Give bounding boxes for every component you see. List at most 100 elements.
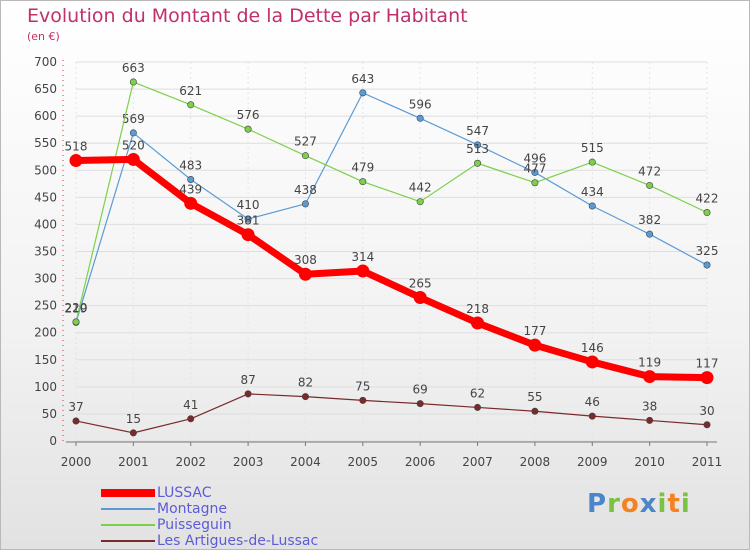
data-label: 439 (179, 182, 202, 196)
data-label: 381 (237, 214, 260, 228)
y-tick-label: 400 (34, 217, 57, 231)
series-line (75, 393, 708, 434)
data-point (356, 264, 370, 278)
data-point (700, 371, 714, 385)
data-point (244, 215, 252, 223)
data-label: 62 (470, 386, 485, 400)
y-tick-label: 600 (34, 109, 57, 123)
data-label: 576 (237, 108, 260, 122)
data-label: 596 (409, 97, 432, 111)
logo-letter: t (667, 489, 681, 519)
data-label: 219 (65, 301, 88, 315)
data-point (72, 318, 80, 326)
y-tick-label: 700 (34, 55, 57, 69)
data-point (585, 355, 599, 369)
data-label: 117 (696, 357, 719, 371)
data-label: 477 (523, 162, 546, 176)
data-label: 643 (351, 72, 374, 86)
data-point (187, 101, 195, 109)
data-point (474, 141, 482, 149)
data-label: 410 (237, 198, 260, 212)
data-label: 265 (409, 277, 432, 291)
legend-swatch (101, 540, 155, 542)
data-point (588, 158, 596, 166)
data-label: 46 (585, 395, 600, 409)
y-tick-label: 450 (34, 190, 57, 204)
data-label: 520 (122, 138, 145, 152)
data-point (531, 168, 539, 176)
x-tick-label: 2006 (405, 455, 436, 469)
data-label: 515 (581, 141, 604, 155)
data-point (69, 154, 83, 168)
data-label: 220 (65, 301, 88, 315)
data-label: 30 (699, 404, 714, 418)
data-label: 382 (638, 213, 661, 227)
y-tick-label: 550 (34, 136, 57, 150)
data-point (528, 338, 542, 352)
data-point (531, 407, 539, 415)
y-tick-label: 50 (42, 407, 57, 421)
data-point (703, 209, 711, 217)
y-tick-label: 0 (49, 434, 57, 448)
logo-letter: x (639, 489, 658, 519)
data-label: 41 (183, 398, 198, 412)
legend-item: Les Artigues-de-Lussac (101, 533, 318, 549)
data-point (72, 417, 80, 425)
data-label: 518 (65, 140, 88, 154)
legend-item: LUSSAC (101, 485, 318, 501)
x-tick-label: 2008 (520, 455, 551, 469)
data-point (646, 181, 654, 189)
data-label: 69 (413, 383, 428, 397)
y-tick-label: 250 (34, 299, 57, 313)
data-label: 87 (240, 373, 255, 387)
data-point (241, 228, 255, 242)
data-point (359, 89, 367, 97)
data-point (474, 403, 482, 411)
data-label: 663 (122, 61, 145, 75)
data-point (471, 316, 485, 330)
data-label: 75 (355, 379, 370, 393)
y-tick-label: 500 (34, 163, 57, 177)
x-tick-label: 2002 (175, 455, 206, 469)
data-point (646, 230, 654, 238)
data-point (187, 415, 195, 423)
data-point (359, 396, 367, 404)
x-tick-label: 2010 (634, 455, 665, 469)
data-label: 119 (638, 356, 661, 370)
data-point (301, 200, 309, 208)
legend-swatch (101, 524, 155, 526)
data-point (184, 196, 198, 210)
logo-letter: i (657, 489, 668, 519)
x-tick-label: 2000 (61, 455, 92, 469)
data-point (643, 370, 657, 384)
data-point (703, 421, 711, 429)
x-tick-label: 2009 (577, 455, 608, 469)
x-tick-label: 2011 (692, 455, 723, 469)
y-tick-label: 350 (34, 245, 57, 259)
data-label: 438 (294, 183, 317, 197)
chart-legend: LUSSAC Montagne Puisseguin Les Artigues-de-… (101, 485, 318, 549)
legend-swatch (101, 508, 155, 510)
y-tick-label: 100 (34, 380, 57, 394)
y-tick-label: 650 (34, 82, 57, 96)
data-label: 82 (298, 376, 313, 390)
x-tick-label: 2004 (290, 455, 321, 469)
data-label: 434 (581, 185, 604, 199)
data-point (646, 416, 654, 424)
data-label: 527 (294, 135, 317, 149)
x-tick-label: 2005 (348, 455, 379, 469)
y-tick-label: 150 (34, 353, 57, 367)
data-label: 621 (179, 84, 202, 98)
logo-letter: o (620, 489, 640, 519)
y-tick-label: 200 (34, 326, 57, 340)
legend-item: Montagne (101, 501, 318, 517)
data-point (187, 175, 195, 183)
data-label: 479 (351, 161, 374, 175)
legend-label: Puisseguin (157, 517, 232, 533)
data-point (244, 125, 252, 133)
data-point (413, 291, 427, 305)
data-label: 38 (642, 399, 657, 413)
data-label: 55 (527, 390, 542, 404)
data-point (416, 114, 424, 122)
